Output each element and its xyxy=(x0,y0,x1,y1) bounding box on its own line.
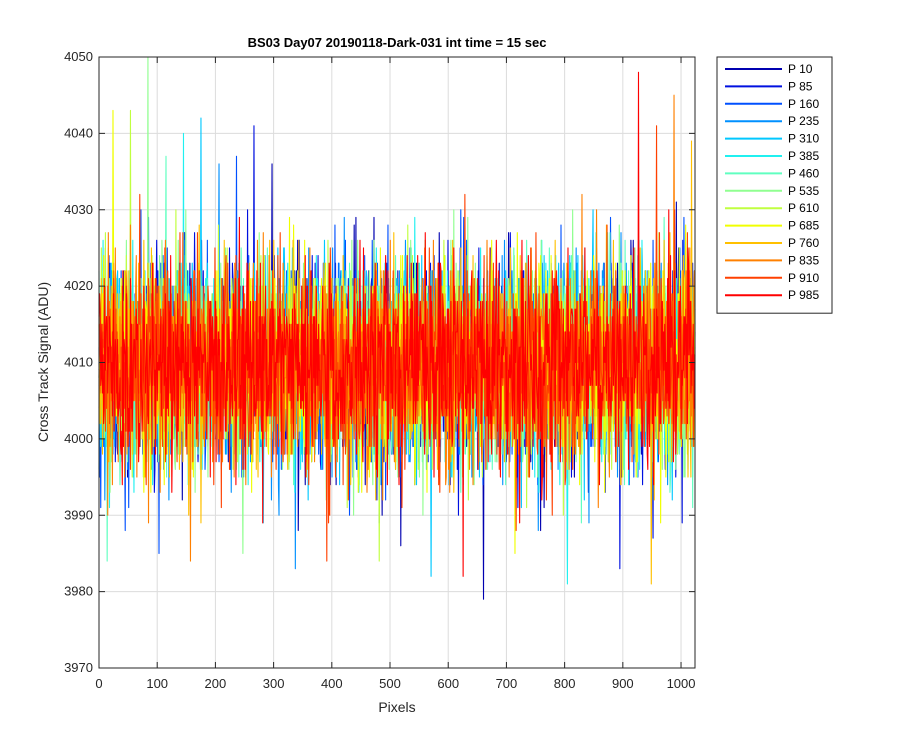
legend-label: P 760 xyxy=(788,236,819,250)
x-tick-label: 100 xyxy=(146,676,168,691)
y-tick-label: 4000 xyxy=(64,431,93,446)
legend-label: P 310 xyxy=(788,132,819,146)
legend-box xyxy=(716,56,833,314)
legend-label: P 910 xyxy=(788,271,819,285)
legend-label: P 985 xyxy=(788,288,819,302)
legend-label: P 610 xyxy=(788,201,819,215)
y-tick-label: 3980 xyxy=(64,584,93,599)
y-tick-label: 4040 xyxy=(64,125,93,140)
x-tick-label: 500 xyxy=(379,676,401,691)
x-tick-label: 700 xyxy=(496,676,518,691)
x-tick-label: 800 xyxy=(554,676,576,691)
legend-label: P 385 xyxy=(788,149,819,163)
legend-label: P 160 xyxy=(788,97,819,111)
y-tick-label: 3970 xyxy=(64,660,93,675)
legend-label: P 685 xyxy=(788,219,819,233)
legend-label: P 835 xyxy=(788,253,819,267)
x-tick-label: 400 xyxy=(321,676,343,691)
axis-ticks: 0 100 200 300 400 500 600 700 800 900 1000 3970 3980… xyxy=(64,49,695,691)
legend-label: P 235 xyxy=(788,114,819,128)
legend-label: P 10 xyxy=(788,62,813,76)
series-line-p910 xyxy=(98,125,696,562)
legend-label: P 85 xyxy=(788,79,813,93)
y-tick-label: 4020 xyxy=(64,278,93,293)
x-axis-label: Pixels xyxy=(378,699,415,715)
x-tick-label: 1000 xyxy=(667,676,696,691)
y-tick-label: 4010 xyxy=(64,355,93,370)
x-tick-label: 0 xyxy=(95,676,102,691)
legend-label: P 535 xyxy=(788,184,819,198)
x-tick-label: 600 xyxy=(437,676,459,691)
y-axis-label: Cross Track Signal (ADU) xyxy=(35,282,51,442)
y-tick-label: 4030 xyxy=(64,202,93,217)
legend-label: P 460 xyxy=(788,166,819,180)
x-tick-label: 200 xyxy=(205,676,227,691)
x-tick-label: 300 xyxy=(263,676,285,691)
legend: P 10 P 85 P 160 P 235 P 310 P 385 P 460 P 535 P … xyxy=(716,56,833,314)
y-tick-label: 3990 xyxy=(64,507,93,522)
y-tick-label: 4050 xyxy=(64,49,93,64)
chart-title: BS03 Day07 20190118-Dark-031 int time = … xyxy=(248,35,547,50)
plot-area xyxy=(98,56,696,600)
series-line-p985 xyxy=(98,71,696,577)
x-tick-label: 900 xyxy=(612,676,634,691)
